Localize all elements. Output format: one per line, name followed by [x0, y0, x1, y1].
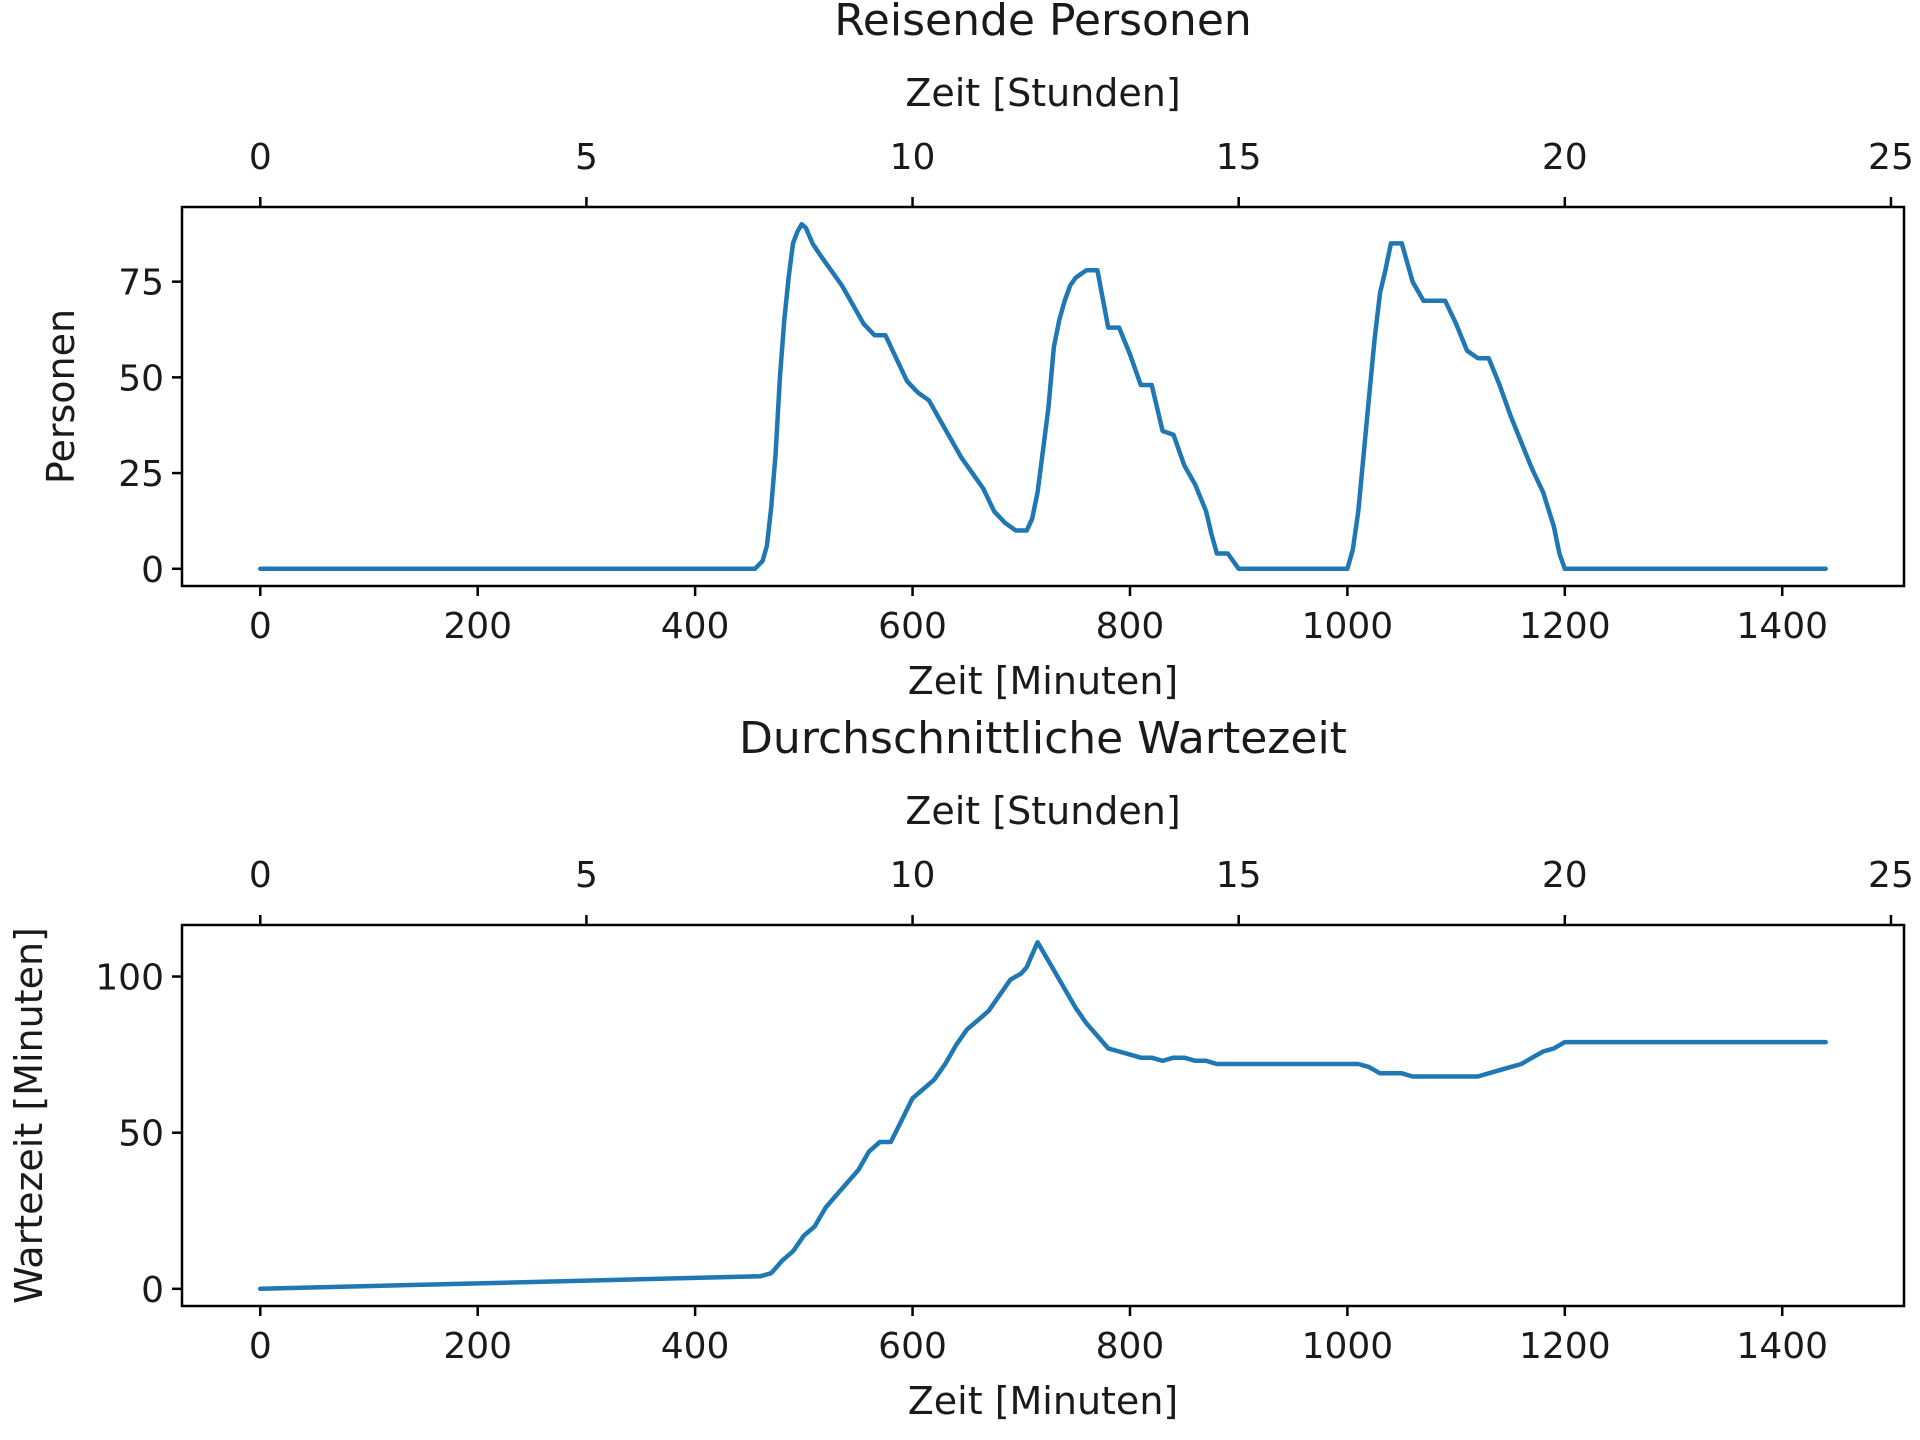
x-tick-label: 400: [661, 1326, 730, 1367]
x-axis-label: Zeit [Minuten]: [908, 659, 1178, 703]
x-tick-label: 0: [249, 1326, 272, 1367]
series-line: [258, 221, 1828, 572]
plot-frame: [180, 205, 1906, 588]
y-tick-label: 75: [118, 263, 164, 304]
top-x-tick-label: 15: [1216, 137, 1262, 178]
y-tick-label: 100: [95, 958, 164, 999]
x-tick-label: 800: [1096, 1326, 1165, 1367]
x-tick-label: 400: [661, 606, 730, 647]
y-axis-label: Wartezeit [Minuten]: [7, 927, 51, 1304]
y-tick-label: 50: [118, 1114, 164, 1155]
series-line: [258, 939, 1828, 1292]
top-x-tick-label: 25: [1868, 137, 1914, 178]
x-tick-label: 800: [1096, 606, 1165, 647]
y-tick-label: 25: [118, 454, 164, 495]
x-tick-label: 1200: [1519, 1326, 1611, 1367]
x-tick-label: 600: [878, 1326, 947, 1367]
x-tick-label: 0: [249, 606, 272, 647]
top-x-tick-label: 15: [1216, 855, 1262, 896]
top-x-tick-label: 20: [1542, 137, 1588, 178]
x-tick-label: 200: [443, 606, 512, 647]
x-tick-label: 600: [878, 606, 947, 647]
x-tick-label: 1000: [1302, 1326, 1394, 1367]
top-x-tick-label: 0: [249, 137, 272, 178]
y-tick-label: 0: [141, 550, 164, 591]
y-tick-label: 0: [141, 1270, 164, 1311]
x-axis-label: Zeit [Minuten]: [908, 1379, 1178, 1423]
y-axis-label: Personen: [39, 309, 83, 484]
top-x-tick-label: 25: [1868, 855, 1914, 896]
chart-title: Durchschnittliche Wartezeit: [739, 713, 1347, 764]
x-tick-label: 1400: [1736, 606, 1828, 647]
chart-durchschnittliche-wartezeit: 0 200 400 600 800 1000 1200 1400 0 5 10 15 20 25 0 50 10…: [7, 713, 1914, 1423]
top-x-tick-label: 10: [890, 855, 936, 896]
x-tick-label: 1400: [1736, 1326, 1828, 1367]
chart-title: Reisende Personen: [834, 0, 1252, 46]
top-x-axis-label: Zeit [Stunden]: [905, 789, 1180, 833]
chart-reisende-personen: 0 200 400 600 800 1000 1200 1400 0 5 10 15 20 25 0 25 50…: [39, 0, 1914, 703]
top-x-axis-label: Zeit [Stunden]: [905, 71, 1180, 115]
x-tick-label: 1000: [1302, 606, 1394, 647]
plot-frame: [180, 923, 1906, 1308]
top-x-tick-label: 5: [575, 855, 598, 896]
top-x-tick-label: 20: [1542, 855, 1588, 896]
top-x-tick-label: 5: [575, 137, 598, 178]
top-x-tick-label: 0: [249, 855, 272, 896]
x-tick-label: 1200: [1519, 606, 1611, 647]
y-tick-label: 50: [118, 358, 164, 399]
x-tick-label: 200: [443, 1326, 512, 1367]
top-x-tick-label: 10: [890, 137, 936, 178]
